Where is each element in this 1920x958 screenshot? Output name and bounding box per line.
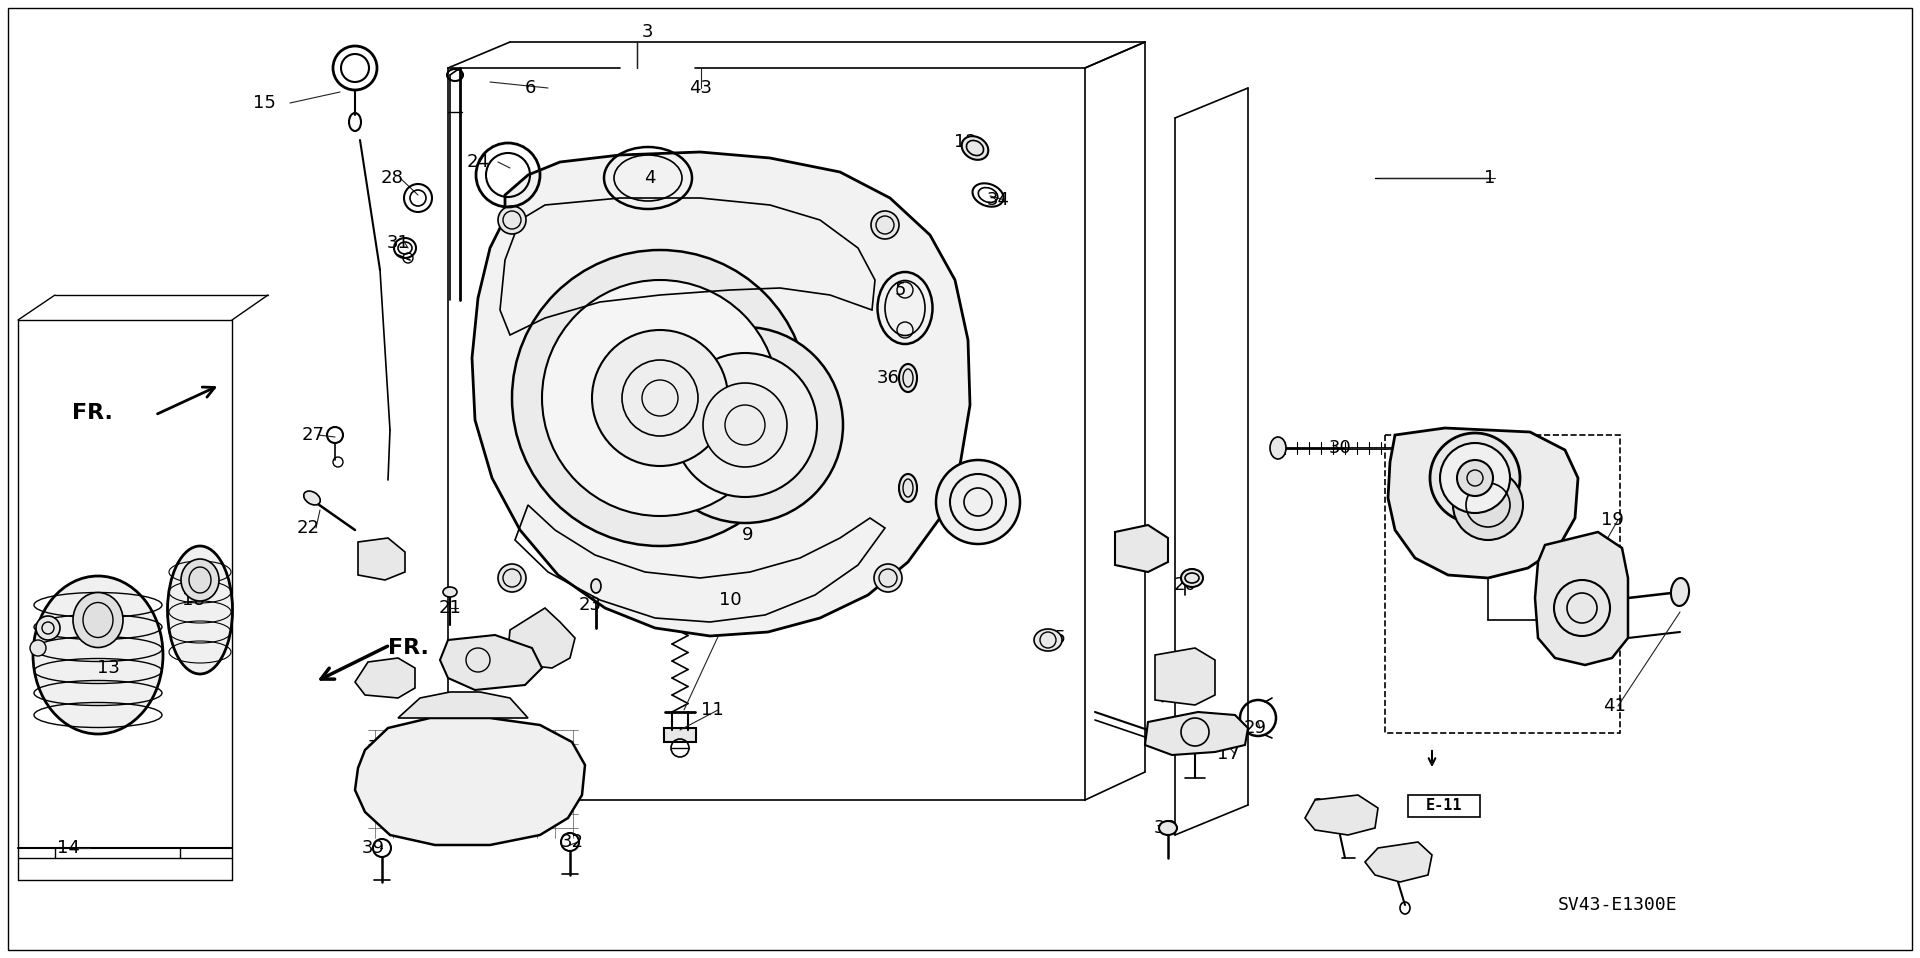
Text: 10: 10 <box>718 591 741 609</box>
Circle shape <box>1457 460 1494 496</box>
Text: 38: 38 <box>1154 819 1177 837</box>
Ellipse shape <box>899 364 918 392</box>
Polygon shape <box>355 718 586 845</box>
Text: 43: 43 <box>689 79 712 97</box>
Text: 5: 5 <box>895 281 906 299</box>
Polygon shape <box>357 538 405 580</box>
Text: 22: 22 <box>296 519 319 537</box>
Polygon shape <box>1156 648 1215 705</box>
Text: FR.: FR. <box>71 403 113 423</box>
Polygon shape <box>509 608 574 668</box>
Circle shape <box>703 383 787 467</box>
Circle shape <box>1440 443 1509 513</box>
Text: 16: 16 <box>1116 534 1137 552</box>
Circle shape <box>872 211 899 239</box>
Ellipse shape <box>591 579 601 593</box>
Polygon shape <box>355 658 415 698</box>
Text: 20: 20 <box>1173 576 1196 594</box>
Circle shape <box>874 564 902 592</box>
Circle shape <box>541 280 778 516</box>
Polygon shape <box>440 635 541 690</box>
Text: 37: 37 <box>1386 853 1409 871</box>
Text: E-11: E-11 <box>1427 799 1463 813</box>
Circle shape <box>497 206 526 234</box>
Text: 26: 26 <box>972 493 993 511</box>
Text: 33: 33 <box>1473 449 1496 467</box>
Bar <box>1407 795 1480 817</box>
Circle shape <box>1453 470 1523 540</box>
Circle shape <box>674 353 818 497</box>
Text: 30: 30 <box>1329 439 1352 457</box>
Polygon shape <box>1534 532 1628 665</box>
Text: 35: 35 <box>361 549 384 567</box>
Text: 19: 19 <box>1601 511 1624 529</box>
Circle shape <box>36 616 60 640</box>
Polygon shape <box>1144 712 1248 755</box>
Text: 34: 34 <box>987 191 1010 209</box>
Bar <box>1384 435 1620 733</box>
Circle shape <box>31 640 46 656</box>
Text: 8: 8 <box>465 639 476 657</box>
Text: 41: 41 <box>1603 697 1626 715</box>
Ellipse shape <box>167 546 232 674</box>
Text: 7: 7 <box>367 739 378 757</box>
Circle shape <box>1430 433 1521 523</box>
Ellipse shape <box>33 576 163 734</box>
Text: SV43-E1300E: SV43-E1300E <box>1559 896 1678 914</box>
Circle shape <box>497 564 526 592</box>
Ellipse shape <box>180 559 219 601</box>
Text: 42: 42 <box>1164 659 1187 677</box>
Text: 32: 32 <box>561 833 584 851</box>
Bar <box>664 728 695 742</box>
Circle shape <box>647 327 843 523</box>
Circle shape <box>513 250 808 546</box>
Ellipse shape <box>1035 629 1062 651</box>
Ellipse shape <box>303 491 321 505</box>
Ellipse shape <box>1181 569 1204 587</box>
Text: FR.: FR. <box>388 638 428 658</box>
Text: 11: 11 <box>701 701 724 719</box>
Ellipse shape <box>1670 578 1690 606</box>
Text: 13: 13 <box>96 659 119 677</box>
Ellipse shape <box>1269 437 1286 459</box>
Text: 2: 2 <box>1311 797 1323 815</box>
Text: 15: 15 <box>253 94 275 112</box>
Text: 36: 36 <box>877 369 899 387</box>
Text: 12: 12 <box>954 133 977 151</box>
Text: 28: 28 <box>380 169 403 187</box>
Circle shape <box>937 460 1020 544</box>
Polygon shape <box>1388 428 1578 578</box>
Polygon shape <box>1365 842 1432 882</box>
Polygon shape <box>1116 525 1167 572</box>
Text: 27: 27 <box>301 426 324 444</box>
Text: 4: 4 <box>645 169 657 187</box>
Polygon shape <box>1306 795 1379 835</box>
Text: 9: 9 <box>743 526 755 544</box>
Text: 39: 39 <box>361 839 384 857</box>
Polygon shape <box>397 692 528 718</box>
Circle shape <box>591 330 728 466</box>
Text: 1: 1 <box>1484 169 1496 187</box>
Polygon shape <box>472 152 970 636</box>
Text: 6: 6 <box>524 79 536 97</box>
Text: 31: 31 <box>386 234 409 252</box>
Ellipse shape <box>73 592 123 648</box>
Text: 29: 29 <box>1244 719 1267 737</box>
Ellipse shape <box>444 587 457 597</box>
Text: 18: 18 <box>182 591 204 609</box>
Text: 21: 21 <box>438 599 461 617</box>
Text: 17: 17 <box>1217 745 1240 763</box>
Text: 24: 24 <box>467 153 490 171</box>
Text: 25: 25 <box>1043 629 1066 647</box>
Text: 23: 23 <box>578 596 601 614</box>
Text: 3: 3 <box>641 23 653 41</box>
Text: 40: 40 <box>376 669 399 687</box>
Ellipse shape <box>962 136 989 160</box>
Text: 14: 14 <box>56 839 79 857</box>
Ellipse shape <box>899 474 918 502</box>
Ellipse shape <box>1160 821 1177 835</box>
